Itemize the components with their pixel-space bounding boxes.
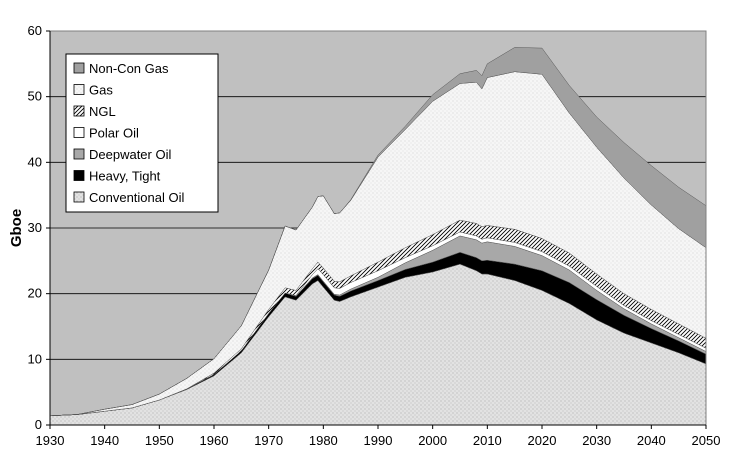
y-tick-label-40: 40 <box>28 154 42 169</box>
legend-swatch-ngl <box>73 105 85 117</box>
x-tick-label-2030: 2030 <box>582 433 611 448</box>
y-axis: 0 10 20 30 40 50 60 <box>28 23 51 432</box>
x-tick-label-1970: 1970 <box>254 433 283 448</box>
x-tick-label-1960: 1960 <box>200 433 229 448</box>
plot-area <box>49 30 707 426</box>
legend-swatch-polar-oil <box>73 127 85 138</box>
legend-label-deepwater-oil: Deepwater Oil <box>89 147 171 162</box>
x-tick-label-2040: 2040 <box>637 433 666 448</box>
x-axis: 1930 1940 1950 1960 1970 1980 1990 2000 2010 2020… <box>36 424 721 448</box>
y-tick-label-0: 0 <box>35 417 42 432</box>
legend: Non-Con Gas Gas NGL Polar Oil Deepwater Oil H… <box>65 53 219 213</box>
x-tick-label-2050: 2050 <box>692 433 721 448</box>
legend-label-conventional-oil: Conventional Oil <box>89 190 184 205</box>
legend-label-heavy-tight: Heavy, Tight <box>89 169 161 184</box>
legend-swatch-conventional-oil <box>73 191 85 203</box>
y-tick-label-30: 30 <box>28 220 42 235</box>
legend-label-non-con-gas: Non-Con Gas <box>89 61 169 76</box>
legend-label-ngl: NGL <box>89 104 116 119</box>
y-tick-label-20: 20 <box>28 286 42 301</box>
x-tick-label-1990: 1990 <box>364 433 393 448</box>
legend-swatch-non-con-gas <box>73 62 85 74</box>
x-tick-label-1950: 1950 <box>145 433 174 448</box>
x-tick-label-2020: 2020 <box>528 433 557 448</box>
x-tick-label-2000: 2000 <box>418 433 447 448</box>
legend-label-polar-oil: Polar Oil <box>89 126 139 141</box>
y-axis-title: Gboe <box>8 209 25 247</box>
x-tick-label-1940: 1940 <box>90 433 119 448</box>
y-tick-label-50: 50 <box>28 89 42 104</box>
legend-swatch-gas <box>73 84 85 95</box>
legend-swatch-heavy-tight <box>73 170 85 181</box>
x-tick-label-1980: 1980 <box>309 433 338 448</box>
legend-swatch-deepwater-oil <box>73 148 85 160</box>
x-tick-label-2010: 2010 <box>473 433 502 448</box>
legend-box <box>65 53 219 213</box>
x-tick-label-1930: 1930 <box>36 433 65 448</box>
y-tick-label-60: 60 <box>28 23 42 38</box>
y-tick-label-10: 10 <box>28 351 42 366</box>
legend-label-gas: Gas <box>89 83 113 98</box>
